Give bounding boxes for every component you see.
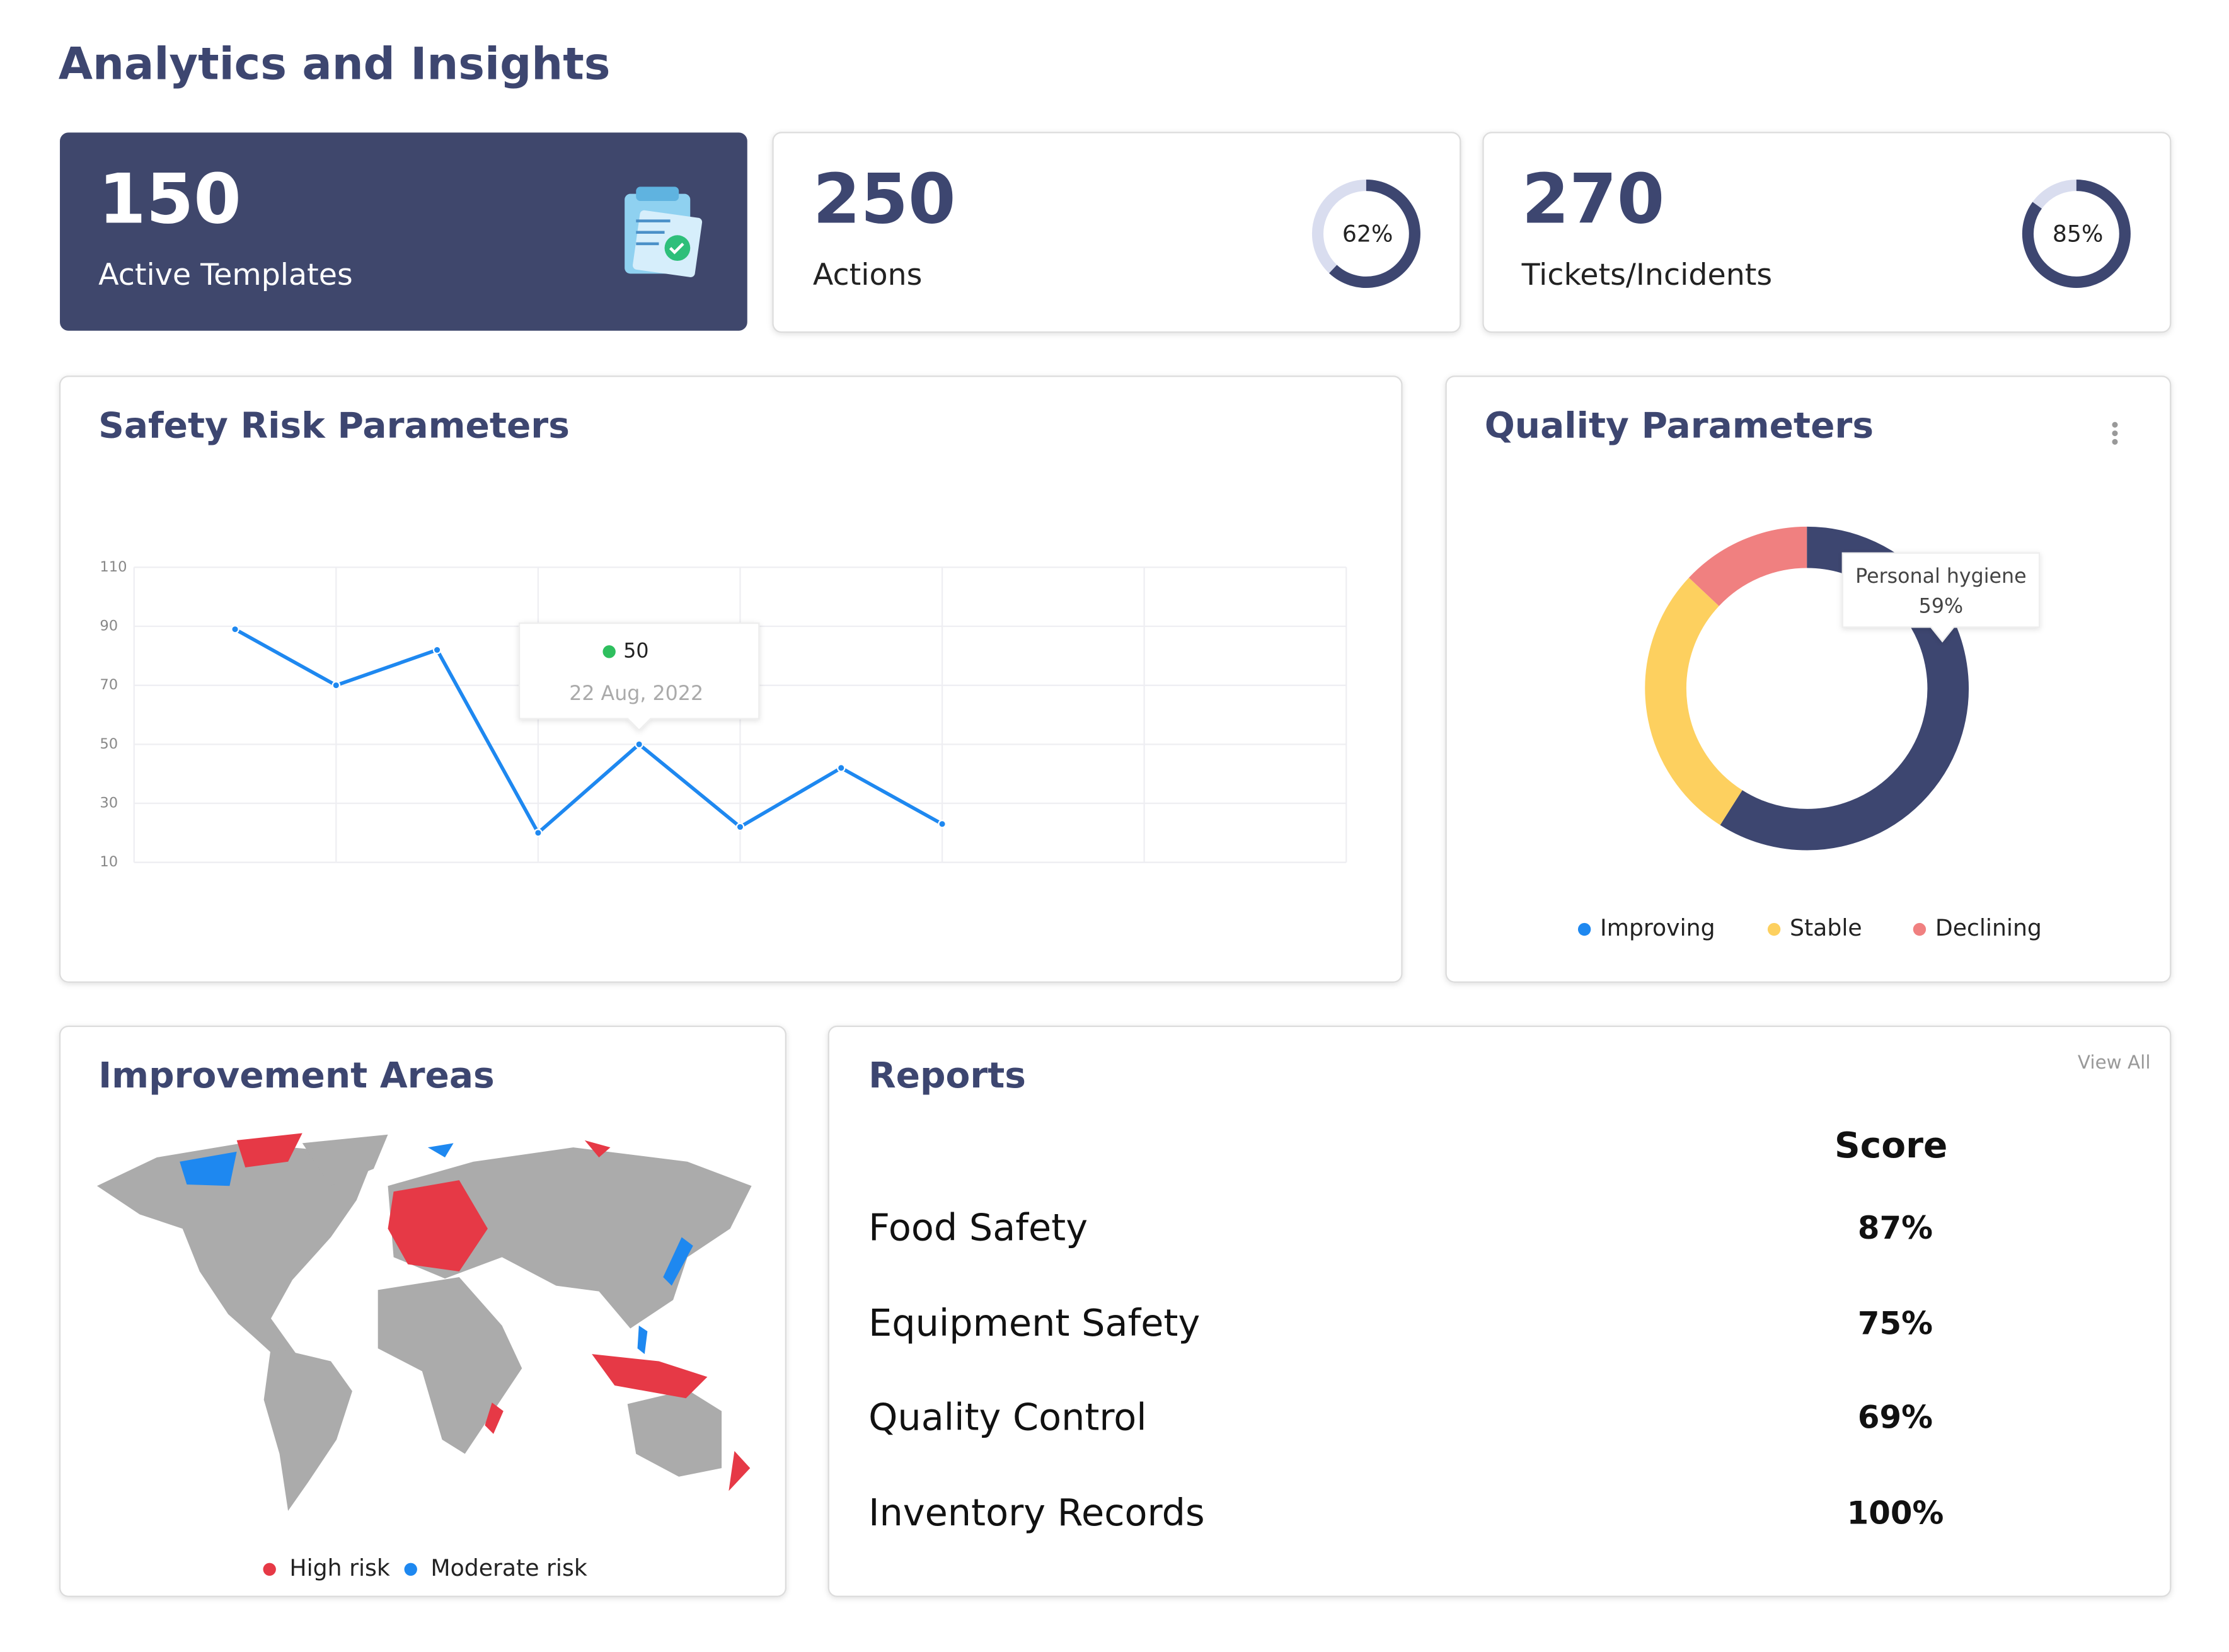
- data-point: [938, 820, 947, 829]
- data-point: [432, 645, 442, 655]
- report-score: 75%: [1858, 1305, 1933, 1341]
- card-label: Tickets/Incidents: [1521, 258, 1773, 292]
- report-name: Food Safety: [868, 1205, 1088, 1249]
- donut-segment: [1688, 526, 1807, 607]
- legend-dot: [404, 1563, 417, 1576]
- legend-label: Moderate risk: [430, 1554, 587, 1581]
- column-header: Score: [1834, 1125, 1947, 1166]
- y-tick-label: 90: [100, 618, 118, 634]
- data-point: [836, 764, 846, 772]
- legend-dot: [1767, 922, 1781, 936]
- legend-label: Declining: [1935, 914, 2042, 941]
- card-label: Actions: [813, 258, 923, 292]
- card-label: Active Templates: [98, 258, 353, 292]
- report-name: Inventory Records: [868, 1491, 1205, 1534]
- panel-title: Safety Risk Parameters: [98, 404, 570, 446]
- report-score: 100%: [1847, 1494, 1944, 1531]
- y-tick-label: 50: [100, 736, 118, 752]
- legend-dot: [1577, 922, 1591, 936]
- tooltip-value: 50: [623, 640, 648, 662]
- panel-title: Quality Parameters: [1485, 404, 1874, 446]
- tooltip-value: 59%: [1919, 595, 1963, 618]
- dot[interactable]: [2112, 422, 2118, 428]
- tooltip-name: Personal hygiene: [1855, 565, 2026, 588]
- panel: [1445, 376, 2172, 983]
- page-title: Analytics and Insights: [59, 38, 611, 89]
- report-name: Equipment Safety: [868, 1301, 1200, 1345]
- tooltip: [1841, 552, 2041, 643]
- moderate-risk-regions: [180, 1143, 693, 1355]
- y-tick-label: 70: [100, 677, 118, 693]
- y-tick-label: 10: [100, 854, 118, 870]
- tooltip: [518, 622, 760, 731]
- tooltip-date: 22 Aug, 2022: [569, 682, 703, 705]
- y-tick-label: 110: [100, 559, 127, 575]
- donut-segment: [1645, 577, 1743, 825]
- panel-title: Reports: [868, 1055, 1026, 1096]
- card-value: 150: [98, 159, 241, 239]
- data-point: [331, 680, 341, 690]
- gauge-label: 85%: [2053, 220, 2103, 247]
- card: [772, 132, 1461, 333]
- legend-label: High risk: [289, 1554, 389, 1581]
- legend-label: Stable: [1790, 914, 1862, 941]
- dot[interactable]: [2112, 439, 2118, 445]
- view-all-link[interactable]: View All: [2078, 1052, 2151, 1073]
- report-score: 87%: [1858, 1210, 1933, 1246]
- gauge-arc: [1329, 180, 1420, 288]
- y-tick-label: 30: [100, 795, 118, 812]
- report-score: 69%: [1858, 1399, 1933, 1436]
- report-name: Quality Control: [868, 1395, 1147, 1438]
- high-risk-regions: [236, 1133, 751, 1491]
- templates-icon: [625, 186, 703, 277]
- card-value: 250: [813, 159, 956, 239]
- legend-dot: [263, 1563, 276, 1576]
- data-point: [635, 740, 643, 749]
- card: [60, 132, 747, 331]
- line-series: [234, 628, 943, 836]
- data-point: [534, 829, 543, 837]
- gauge-label: 62%: [1342, 220, 1393, 247]
- card-value: 270: [1522, 159, 1665, 239]
- legend-label: Improving: [1600, 914, 1715, 941]
- card: [1482, 132, 2172, 333]
- panel-title: Improvement Areas: [98, 1055, 495, 1096]
- world-map: [96, 1134, 752, 1511]
- dot[interactable]: [2112, 430, 2118, 437]
- gauge-arc: [2022, 180, 2131, 288]
- more-menu[interactable]: [2112, 422, 2118, 445]
- data-point: [231, 624, 239, 634]
- data-point: [735, 822, 745, 832]
- tooltip-dot: [602, 645, 616, 658]
- panel: [827, 1025, 2172, 1597]
- legend-dot: [1913, 922, 1927, 936]
